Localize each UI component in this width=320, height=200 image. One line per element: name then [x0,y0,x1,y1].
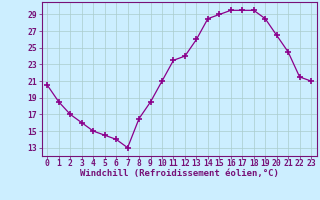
X-axis label: Windchill (Refroidissement éolien,°C): Windchill (Refroidissement éolien,°C) [80,169,279,178]
